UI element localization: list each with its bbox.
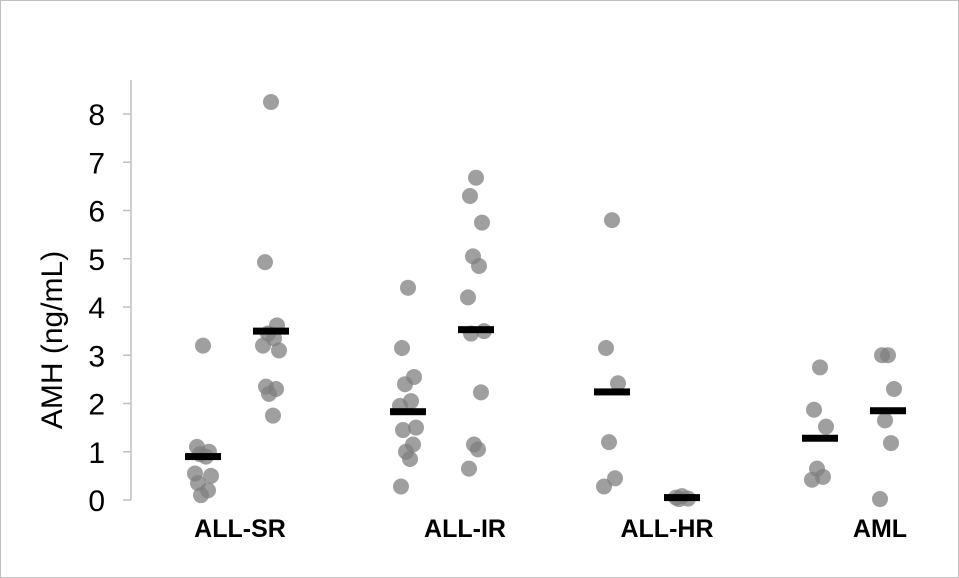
mean-bar bbox=[594, 388, 630, 396]
data-point bbox=[195, 337, 211, 354]
data-point bbox=[468, 169, 484, 186]
mean-bar bbox=[664, 494, 700, 502]
data-point bbox=[393, 478, 409, 495]
data-point bbox=[263, 93, 279, 110]
x-tick-label: ALL-SR bbox=[194, 515, 286, 543]
y-tick-label: 7 bbox=[88, 147, 105, 180]
data-point bbox=[598, 340, 614, 357]
data-point bbox=[462, 188, 478, 205]
data-point bbox=[470, 441, 486, 458]
data-point bbox=[255, 337, 271, 354]
data-point bbox=[874, 347, 890, 364]
data-point bbox=[473, 384, 489, 401]
y-tick-label: 1 bbox=[88, 437, 105, 470]
data-point bbox=[596, 478, 612, 495]
data-point bbox=[203, 467, 219, 484]
data-point bbox=[872, 491, 888, 508]
mean-bar bbox=[253, 327, 289, 335]
data-point bbox=[818, 418, 834, 435]
y-tick-label: 6 bbox=[88, 196, 105, 229]
data-point bbox=[883, 435, 899, 452]
mean-bar bbox=[185, 453, 221, 461]
data-point bbox=[471, 257, 487, 274]
y-axis: 0 1 2 3 4 5 6 7 8 bbox=[88, 80, 132, 518]
data-point bbox=[601, 434, 617, 451]
data-point bbox=[257, 254, 273, 271]
y-axis-label: AMH (ng/mL) bbox=[36, 251, 69, 429]
data-point bbox=[397, 376, 413, 393]
data-point bbox=[395, 422, 411, 439]
x-axis-labels: ALL-SR ALL-IR ALL-HR AML bbox=[194, 515, 907, 543]
y-tick-label: 4 bbox=[88, 292, 105, 325]
y-tick-label: 8 bbox=[88, 99, 105, 132]
x-tick-label: AML bbox=[853, 515, 907, 543]
data-point bbox=[265, 407, 281, 424]
data-point bbox=[460, 289, 476, 306]
data-point bbox=[408, 419, 424, 436]
x-tick-label: ALL-HR bbox=[620, 515, 713, 543]
y-tick-label: 2 bbox=[88, 389, 105, 422]
data-point bbox=[271, 342, 287, 359]
data-point bbox=[886, 381, 902, 398]
data-point bbox=[402, 450, 418, 467]
data-point bbox=[610, 375, 626, 392]
mean-bar bbox=[458, 326, 494, 334]
data-point bbox=[394, 340, 410, 357]
y-tick-label: 5 bbox=[88, 244, 105, 277]
data-points bbox=[187, 93, 902, 508]
data-point bbox=[607, 470, 623, 487]
y-tick-label: 3 bbox=[88, 340, 105, 373]
mean-markers bbox=[185, 326, 906, 502]
mean-bar bbox=[802, 434, 838, 442]
data-point bbox=[193, 487, 209, 504]
data-point bbox=[804, 471, 820, 488]
data-point bbox=[400, 279, 416, 296]
data-point bbox=[812, 359, 828, 376]
data-point bbox=[474, 214, 490, 231]
mean-bar bbox=[870, 407, 906, 415]
mean-bar bbox=[390, 408, 426, 416]
x-tick-label: ALL-IR bbox=[424, 515, 506, 543]
data-point bbox=[261, 385, 277, 402]
y-tick-label: 0 bbox=[88, 485, 105, 518]
data-point bbox=[604, 212, 620, 229]
data-point bbox=[806, 401, 822, 418]
data-point bbox=[877, 412, 893, 429]
data-point bbox=[461, 460, 477, 477]
